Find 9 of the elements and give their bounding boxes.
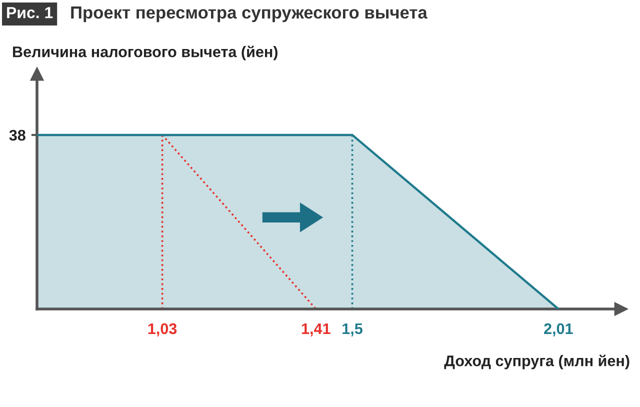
x-tick-label: 2,01 bbox=[544, 323, 573, 336]
x-tick-label: 1,41 bbox=[302, 323, 330, 336]
x-axis-title: Доход супруга (млн йен) bbox=[444, 354, 630, 370]
chart-title: Рис. 1 bbox=[7, 7, 53, 18]
chart-subtitle: Проект пересмотра супружеского вычета bbox=[71, 6, 428, 22]
x-tick-label: 1,03 bbox=[148, 323, 177, 336]
y-tick-label: 38 bbox=[9, 130, 26, 141]
y-axis-title: Величина налогового вычета (йен) bbox=[13, 46, 278, 60]
x-tick-label: 1,5 bbox=[342, 323, 362, 336]
